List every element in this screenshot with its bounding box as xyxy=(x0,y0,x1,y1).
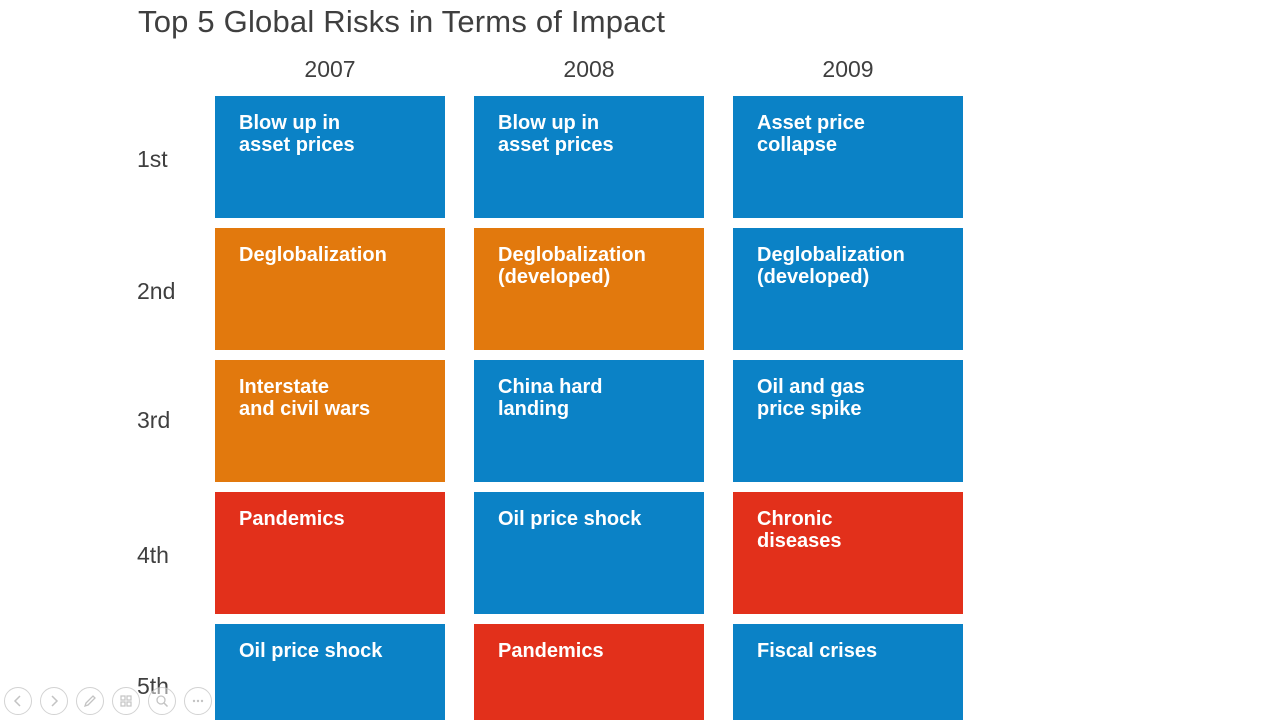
next-slide-icon xyxy=(51,695,59,707)
rank-label-2nd: 2nd xyxy=(137,278,176,304)
risk-cell-2008-1st: Blow up in asset prices xyxy=(474,96,704,218)
risk-cell-2007-2nd: Deglobalization xyxy=(215,228,445,350)
risk-cell-2007-5th: Oil price shock xyxy=(215,624,445,720)
risk-cell-2009-5th: Fiscal crises xyxy=(733,624,963,720)
slide-title: Top 5 Global Risks in Terms of Impact xyxy=(138,4,666,39)
previous-slide-icon xyxy=(13,695,21,707)
risk-cell-2009-1st: Asset price collapse xyxy=(733,96,963,218)
risk-cell-2009-4th: Chronic diseases xyxy=(733,492,963,614)
risk-cell-2007-1st: Blow up in asset prices xyxy=(215,96,445,218)
more-options-button[interactable] xyxy=(184,687,212,715)
rank-label-1st: 1st xyxy=(137,146,168,172)
rank-label-4th: 4th xyxy=(137,542,169,568)
rank-label-3rd: 3rd xyxy=(137,407,171,433)
pen-icon xyxy=(83,695,96,708)
risk-cell-2009-2nd: Deglobalization (developed) xyxy=(733,228,963,350)
slideshow-controls xyxy=(4,686,212,716)
previous-slide-button[interactable] xyxy=(4,687,32,715)
risk-cell-2007-3rd: Interstate and civil wars xyxy=(215,360,445,482)
next-slide-button[interactable] xyxy=(40,687,68,715)
risk-cell-2008-2nd: Deglobalization (developed) xyxy=(474,228,704,350)
see-all-slides-icon xyxy=(120,695,132,707)
year-header-2008: 2008 xyxy=(563,56,615,82)
zoom-button[interactable] xyxy=(148,687,176,715)
year-header-2009: 2009 xyxy=(822,56,874,82)
risk-cell-2008-3rd: China hard landing xyxy=(474,360,704,482)
zoom-icon xyxy=(156,695,169,708)
risk-cell-2007-4th: Pandemics xyxy=(215,492,445,614)
risk-cell-2009-3rd: Oil and gas price spike xyxy=(733,360,963,482)
see-all-slides-button[interactable] xyxy=(112,687,140,715)
risk-cell-2008-4th: Oil price shock xyxy=(474,492,704,614)
risk-cell-2008-5th: Pandemics xyxy=(474,624,704,720)
pen-tool-button[interactable] xyxy=(76,687,104,715)
year-header-2007: 2007 xyxy=(304,56,356,82)
more-options-icon xyxy=(192,699,204,703)
